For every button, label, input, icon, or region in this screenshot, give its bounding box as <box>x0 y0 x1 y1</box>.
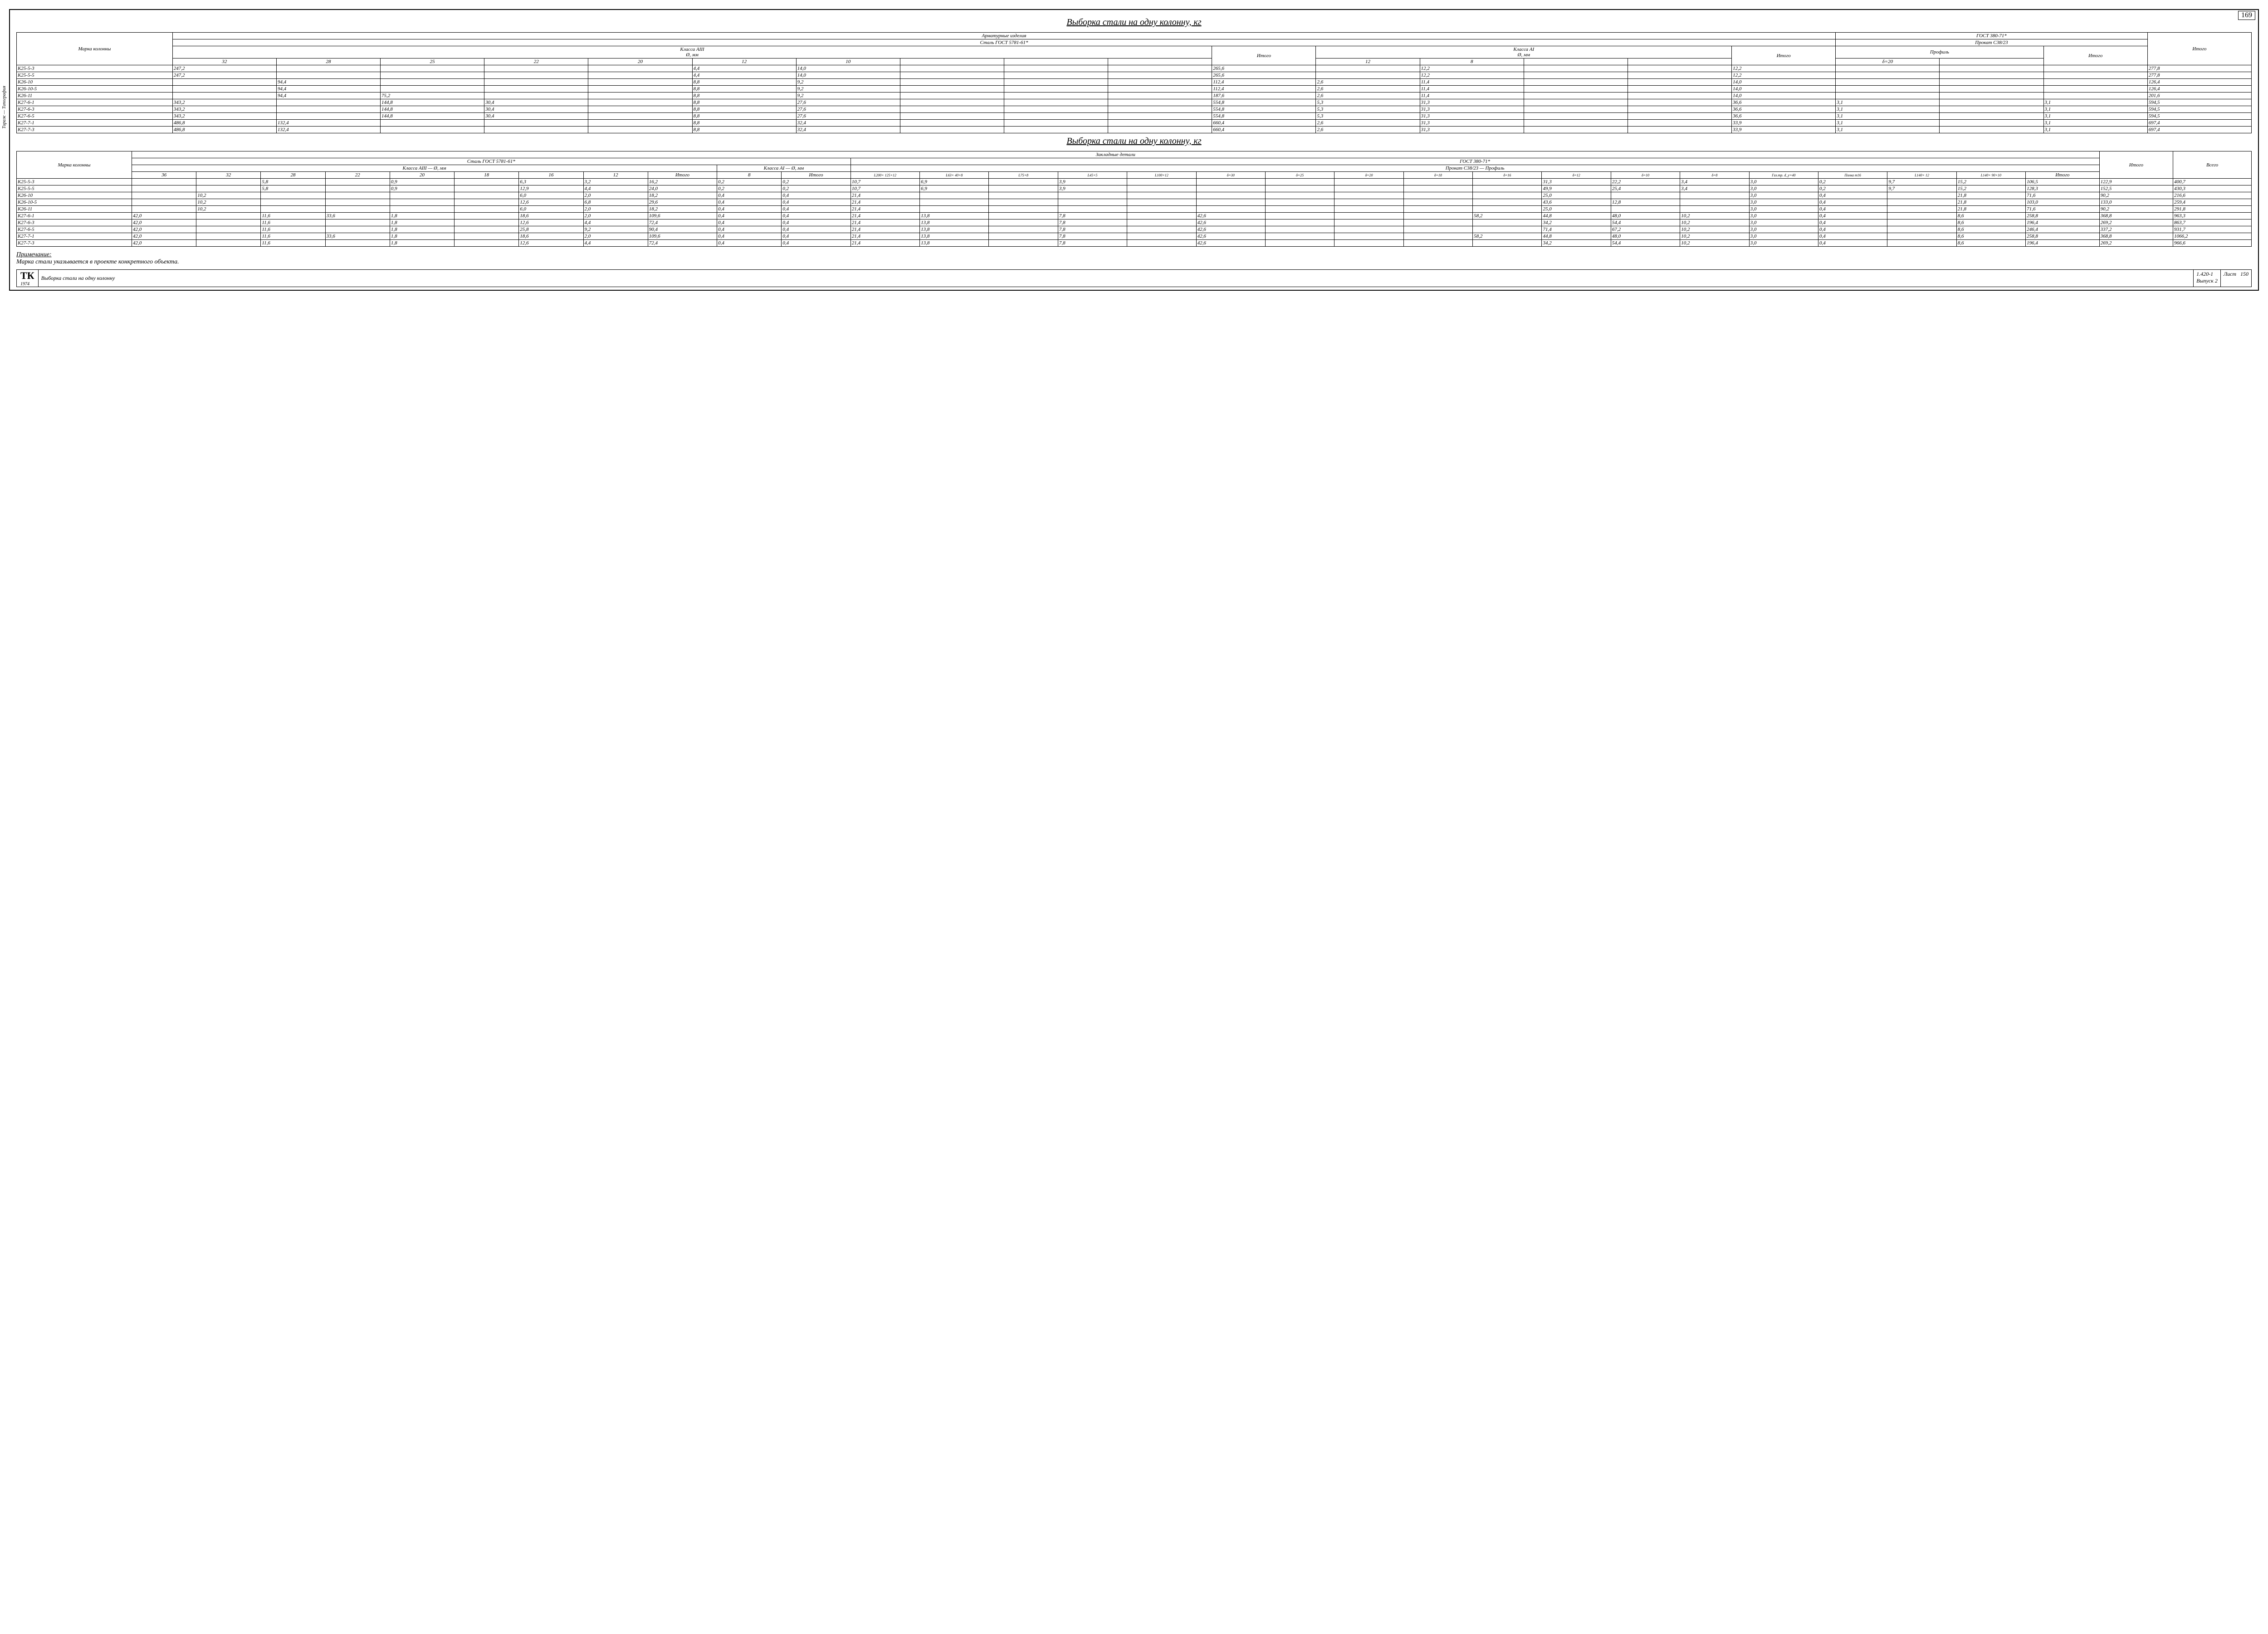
stamp-series: 1.420-1 Выпуск 2 <box>2194 270 2221 287</box>
stamp-list-no: 150 <box>2240 271 2248 277</box>
table-row: К27-7-1486,8132,48,832,4660,42,631,333,9… <box>17 120 2252 127</box>
table-row: К26-10-510,212,66,829,60,40,421,443,612,… <box>17 199 2252 206</box>
stamp-desc: Выборка стали на одну колонну <box>39 270 2194 287</box>
stamp-year: 1974 <box>20 282 34 287</box>
table-row: К27-6-5343,2144,830,48,827,6554,85,331,3… <box>17 113 2252 120</box>
table-row: К27-6-1343,2144,830,48,827,6554,85,331,3… <box>17 99 2252 106</box>
drawing-sheet: 169 Тираж — Типография Выборка стали на … <box>9 9 2259 291</box>
stamp-tk-text: ТК <box>20 270 34 281</box>
table-row: К25-5-55,80,912,94,424,00,20,210,76,93,9… <box>17 185 2252 192</box>
table-row: К27-6-3343,2144,830,48,827,6554,85,331,3… <box>17 106 2252 113</box>
table-row: К26-1094,48,89,2112,42,611,414,0126,4 <box>17 79 2252 86</box>
table-row: К26-10-594,48,89,2112,42,611,414,0126,4 <box>17 86 2252 93</box>
table-row: К27-7-142,011,633,61,818,62,0109,60,40,4… <box>17 233 2252 240</box>
table-row: К27-6-142,011,633,61,818,62,0109,60,40,4… <box>17 213 2252 219</box>
table-row: К25-5-35,80,96,33,216,20,20,210,76,93,93… <box>17 179 2252 185</box>
stamp-sheet: Лист 150 <box>2221 270 2251 287</box>
table-row: К27-6-542,011,61,825,89,290,40,40,421,41… <box>17 226 2252 233</box>
table-row: К26-1010,26,02,018,20,40,421,425,03,00,4… <box>17 192 2252 199</box>
note-body: Марка стали указывается в проекте конкре… <box>16 259 2252 266</box>
table-row: К27-6-342,011,61,812,64,472,40,40,421,41… <box>17 219 2252 226</box>
table-row: К25-5-3247,24,414,0265,612,212,2277,8 <box>17 65 2252 72</box>
table-row: К26-1194,475,28,89,2187,62,611,414,0201,… <box>17 93 2252 99</box>
note-title: Примечание: <box>16 251 2252 259</box>
table-row: К27-7-3486,8132,48,832,4660,42,631,333,9… <box>17 127 2252 133</box>
stamp-list-label: Лист <box>2224 271 2236 277</box>
side-label: Тираж — Типография <box>2 86 7 129</box>
note-block: Примечание: Марка стали указывается в пр… <box>16 251 2252 266</box>
title-1: Выборка стали на одну колонну, кг <box>16 17 2252 28</box>
table-row: К25-5-5247,24,414,0265,612,212,2277,8 <box>17 72 2252 79</box>
title-block: ТК 1974 Выборка стали на одну колонну 1.… <box>16 269 2252 287</box>
stamp-issue: Выпуск 2 <box>2196 278 2218 284</box>
steel-table-1: Марка колонныАрматурные изделияГОСТ 380-… <box>16 32 2252 133</box>
page-number: 169 <box>2238 11 2255 20</box>
stamp-tk: ТК 1974 <box>17 270 39 287</box>
table-row: К26-1110,26,02,018,20,40,421,425,03,00,4… <box>17 206 2252 213</box>
steel-table-2: Марка колонныЗакладные деталиИтогоВсегоС… <box>16 151 2252 247</box>
table-row: К27-7-342,011,61,812,64,472,40,40,421,41… <box>17 240 2252 247</box>
stamp-series-num: 1.420-1 <box>2196 271 2218 278</box>
title-2: Выборка стали на одну колонну, кг <box>16 136 2252 146</box>
